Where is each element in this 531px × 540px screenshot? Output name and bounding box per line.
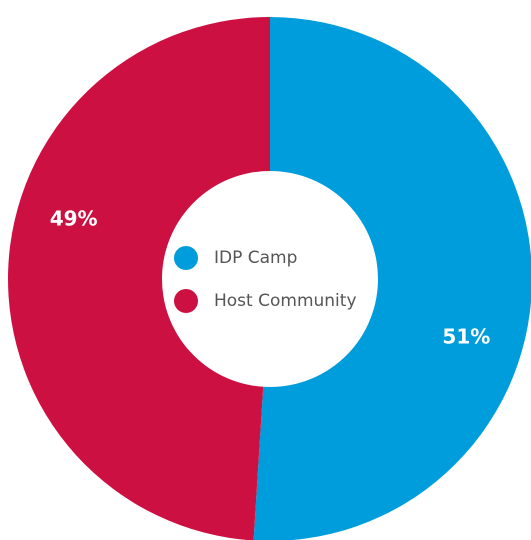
legend-marker (174, 289, 198, 313)
donut-slice (8, 17, 270, 540)
data-label: 51% (442, 324, 490, 348)
legend-label: IDP Camp (214, 248, 297, 268)
legend-label: Host Community (214, 291, 357, 311)
data-label: 49% (50, 207, 98, 231)
legend-marker (174, 246, 198, 270)
donut-slice (253, 17, 531, 540)
